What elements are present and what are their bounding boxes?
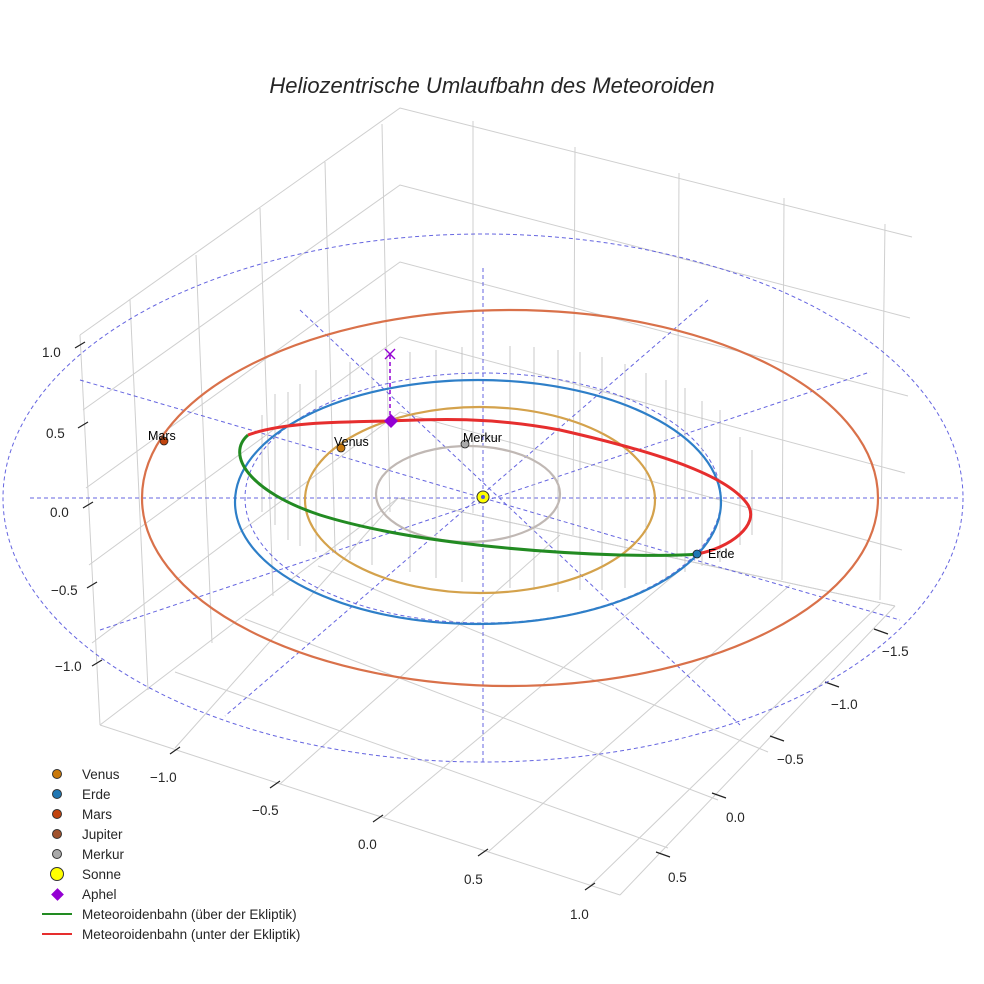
- merkur-orbit: [374, 444, 562, 544]
- sun-icon: [50, 867, 64, 881]
- jupiter-dot-icon: [52, 829, 62, 839]
- red-line-icon: [42, 932, 72, 936]
- aphel-diamond-icon: [384, 414, 398, 428]
- planet-labels: Mars Venus Merkur Erde: [148, 429, 734, 561]
- venus-orbit: [303, 405, 657, 595]
- erde-marker: [692, 549, 702, 559]
- svg-text:−1.0: −1.0: [55, 659, 82, 674]
- planet-orbits: [140, 308, 880, 688]
- mars-dot-icon: [52, 809, 62, 819]
- green-line-icon: [42, 912, 72, 916]
- mars-marker: [159, 436, 169, 446]
- legend-item-jupiter: Jupiter: [38, 824, 300, 844]
- x-axis-ticks: −1.0 −0.5 0.0 0.5 1.0: [150, 770, 589, 922]
- svg-text:−1.5: −1.5: [882, 644, 909, 659]
- merkur-dot-icon: [52, 849, 62, 859]
- aphel-x-icon: [384, 348, 396, 360]
- svg-text:−0.5: −0.5: [252, 803, 279, 818]
- legend-item-orbit-above: Meteoroidenbahn (über der Ekliptik): [38, 904, 300, 924]
- legend-item-mars: Mars: [38, 804, 300, 824]
- svg-text:0.5: 0.5: [464, 872, 483, 887]
- venus-dot-icon: [52, 769, 62, 779]
- venus-marker: [336, 443, 346, 453]
- svg-text:−1.0: −1.0: [150, 770, 177, 785]
- merkur-marker: [460, 439, 470, 449]
- planet-markers: [159, 436, 702, 559]
- meteoroid-orbit: [238, 417, 752, 557]
- legend-item-merkur: Merkur: [38, 844, 300, 864]
- svg-text:0.5: 0.5: [668, 870, 687, 885]
- erde-dot-icon: [52, 789, 62, 799]
- legend-item-venus: Venus: [38, 764, 300, 784]
- svg-text:1.0: 1.0: [42, 345, 61, 360]
- svg-text:Mars: Mars: [148, 429, 176, 443]
- legend-item-sonne: Sonne: [38, 864, 300, 884]
- legend-item-aphel: Aphel: [38, 884, 300, 904]
- sun-marker: [476, 490, 490, 504]
- legend: Venus Erde Mars Jupiter Merkur Sonne Aph…: [38, 764, 300, 944]
- ecliptic-reference: [2, 233, 964, 763]
- legend-item-orbit-below: Meteoroidenbahn (unter der Ekliptik): [38, 924, 300, 944]
- svg-text:Merkur: Merkur: [463, 431, 502, 445]
- svg-text:Venus: Venus: [334, 435, 369, 449]
- orbit-below-ecliptic: [247, 417, 752, 556]
- chart-title: Heliozentrische Umlaufbahn des Meteoroid…: [269, 73, 715, 98]
- svg-text:1.0: 1.0: [570, 907, 589, 922]
- svg-text:0.5: 0.5: [46, 426, 65, 441]
- diamond-icon: [50, 887, 64, 901]
- mars-orbit: [140, 308, 880, 688]
- z-axis-ticks: 1.0 0.5 0.0 −0.5 −1.0: [42, 345, 82, 674]
- y-axis-ticks: −1.5 −1.0 −0.5 0.0 0.5: [668, 644, 909, 885]
- svg-text:0.0: 0.0: [358, 837, 377, 852]
- tick-marks: [74, 341, 889, 891]
- aphel-marker: [384, 348, 398, 428]
- svg-text:−0.5: −0.5: [51, 583, 78, 598]
- erde-orbit: [233, 378, 723, 626]
- legend-item-erde: Erde: [38, 784, 300, 804]
- svg-text:−1.0: −1.0: [831, 697, 858, 712]
- svg-text:0.0: 0.0: [726, 810, 745, 825]
- svg-text:−0.5: −0.5: [777, 752, 804, 767]
- svg-text:0.0: 0.0: [50, 505, 69, 520]
- axis-box: [79, 107, 913, 896]
- svg-text:Erde: Erde: [708, 547, 734, 561]
- orbit-above-ecliptic: [238, 433, 698, 557]
